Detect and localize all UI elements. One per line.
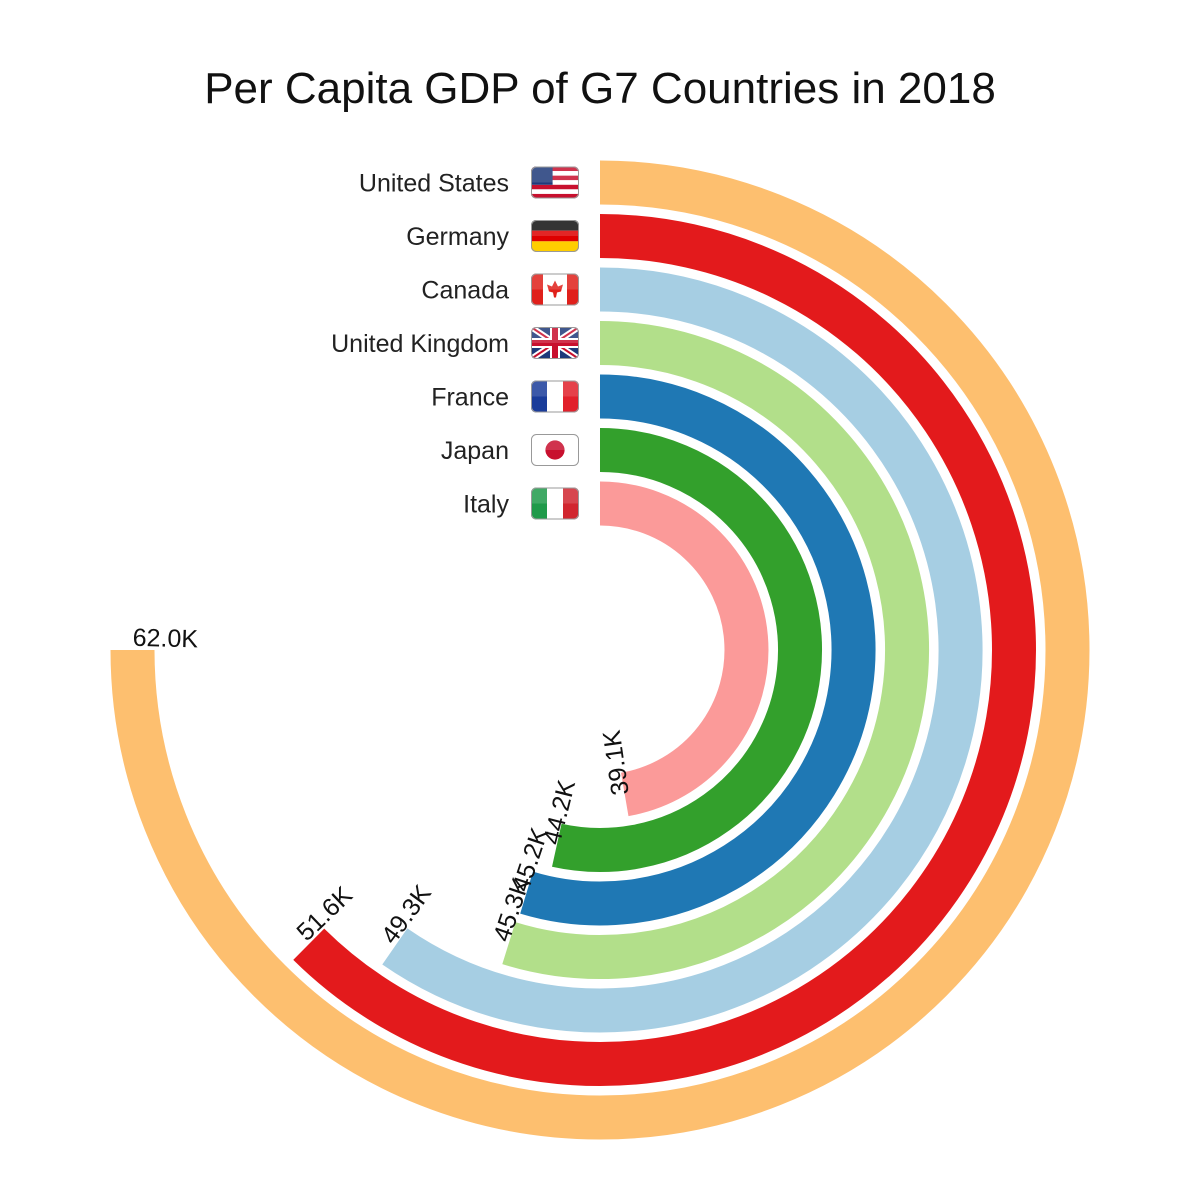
canada-flag-icon <box>531 273 579 306</box>
japan-flag-icon <box>531 434 579 466</box>
country-label-united-states: United States <box>359 170 509 198</box>
country-label-italy: Italy <box>463 491 509 519</box>
italy-flag-icon <box>531 487 579 520</box>
bar-germany <box>293 214 1036 1086</box>
flags-group <box>531 166 579 520</box>
bar-united-kingdom <box>502 321 929 979</box>
country-label-canada: Canada <box>421 277 509 305</box>
chart-title: Per Capita GDP of G7 Countries in 2018 <box>204 64 996 113</box>
bar-canada <box>382 267 983 1033</box>
bar-france <box>520 374 876 926</box>
bar-italy <box>599 481 769 817</box>
us-flag-icon <box>531 166 579 199</box>
country-label-japan: Japan <box>441 437 509 465</box>
country-label-united-kingdom: United Kingdom <box>331 330 509 358</box>
country-label-germany: Germany <box>406 223 509 251</box>
bar-united-states <box>110 160 1090 1140</box>
uk-flag-icon <box>531 327 579 359</box>
germany-flag-icon <box>531 220 579 252</box>
bars-group <box>110 160 1090 1140</box>
france-flag-icon <box>531 380 579 413</box>
bar-japan <box>552 428 822 872</box>
value-label-italy: 39.1K <box>598 728 635 797</box>
country-label-france: France <box>431 384 509 412</box>
country-labels-group: United States Germany Canada United Kingdom… <box>331 170 509 519</box>
value-label-united-states: 62.0K <box>132 624 198 654</box>
